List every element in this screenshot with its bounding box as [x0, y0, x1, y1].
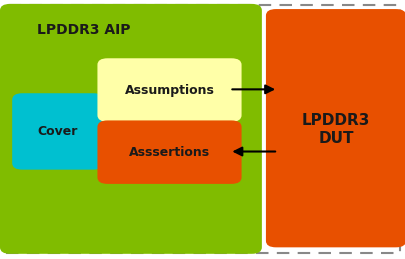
FancyBboxPatch shape: [97, 120, 241, 184]
FancyBboxPatch shape: [12, 93, 103, 170]
Text: Asssertions: Asssertions: [129, 146, 209, 159]
Text: Cover: Cover: [38, 125, 78, 138]
Text: LPDDR3 AIP: LPDDR3 AIP: [36, 23, 130, 37]
FancyBboxPatch shape: [265, 9, 405, 247]
Text: Assumptions: Assumptions: [124, 83, 214, 97]
FancyBboxPatch shape: [97, 58, 241, 122]
FancyBboxPatch shape: [0, 4, 261, 254]
Text: LPDDR3
DUT: LPDDR3 DUT: [301, 113, 369, 146]
